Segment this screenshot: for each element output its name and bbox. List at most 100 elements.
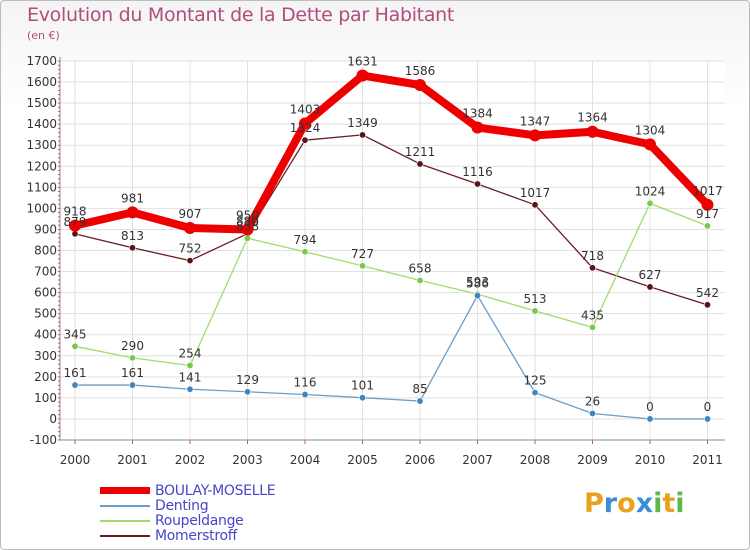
data-point-boulay-moselle: [299, 117, 311, 130]
logo-letter: r: [603, 488, 618, 519]
data-point-momerstroff: [646, 283, 654, 291]
logo-letter: t: [662, 488, 676, 519]
data-label: 345: [64, 327, 87, 341]
y-tick-label: 1700: [26, 54, 57, 68]
data-point-roupeldange: [244, 234, 252, 242]
data-point-momerstroff: [129, 244, 137, 252]
data-point-roupeldange: [588, 323, 596, 331]
legend-label: Momerstroff: [155, 528, 238, 544]
data-label: 1384: [462, 107, 493, 121]
data-point-boulay-moselle: [126, 206, 139, 219]
data-label: 116: [294, 376, 317, 390]
data-label: 26: [585, 394, 600, 408]
y-tick-label: 600: [34, 286, 57, 300]
data-point-denting: [129, 381, 137, 389]
data-label: 1116: [462, 165, 493, 179]
y-tick-label: 500: [34, 307, 57, 321]
data-point-momerstroff: [703, 301, 711, 309]
data-point-boulay-moselle: [644, 138, 656, 151]
x-tick-label: 2002: [175, 453, 206, 467]
x-tick-label: 2005: [347, 453, 378, 467]
data-label: 950: [236, 208, 259, 222]
data-label: 125: [524, 374, 547, 388]
data-point-momerstroff: [358, 131, 366, 139]
data-label: 1364: [577, 111, 608, 125]
data-point-roupeldange: [186, 361, 194, 369]
data-label: 752: [179, 242, 202, 256]
y-tick-label: 1600: [26, 75, 57, 89]
y-tick-label: 100: [34, 391, 57, 405]
data-point-momerstroff: [588, 264, 596, 272]
data-label: 435: [581, 308, 604, 322]
data-point-denting: [473, 292, 481, 300]
data-point-roupeldange: [301, 248, 309, 256]
data-point-boulay-moselle: [701, 198, 714, 211]
data-label: 141: [179, 370, 202, 384]
x-tick-label: 2011: [692, 453, 723, 467]
data-label: 129: [236, 373, 259, 387]
data-point-roupeldange: [71, 342, 79, 350]
data-label: 593: [466, 275, 489, 289]
data-label: 290: [121, 339, 144, 353]
data-point-boulay-moselle: [471, 121, 484, 134]
data-point-roupeldange: [646, 199, 654, 207]
data-label: 1017: [520, 186, 551, 200]
data-label: 586: [466, 277, 489, 291]
data-label: 1349: [347, 116, 378, 130]
data-label: 879: [64, 215, 87, 229]
logo-letter: o: [617, 488, 636, 519]
legend-swatch-roupeldange: [100, 520, 150, 522]
proxiti-logo: Proxiti: [584, 488, 685, 519]
data-point-roupeldange: [358, 262, 366, 270]
chart-title: Evolution du Montant de la Dette par Hab…: [27, 4, 455, 26]
grid-layer: [60, 60, 725, 441]
data-point-boulay-moselle: [241, 223, 254, 236]
legend-swatch-boulay-moselle: [100, 487, 150, 494]
data-label: 0: [646, 400, 654, 414]
data-point-denting: [186, 385, 194, 393]
x-tick-label: 2003: [232, 453, 263, 467]
y-tick-label: 300: [34, 349, 57, 363]
data-label: 1304: [635, 123, 666, 137]
y-tick-label: 1100: [26, 180, 57, 194]
data-point-denting: [416, 397, 424, 405]
data-point-momerstroff: [416, 160, 424, 168]
data-point-denting: [703, 415, 711, 423]
data-label: 658: [409, 261, 432, 275]
legend-swatch-denting: [100, 505, 150, 507]
data-label: 101: [351, 379, 374, 393]
data-label: 917: [696, 207, 719, 221]
data-label: 627: [639, 268, 662, 282]
y-tick-label: 1400: [26, 117, 57, 131]
legend-label: Roupeldange: [155, 513, 244, 529]
data-point-roupeldange: [531, 307, 539, 315]
data-point-denting: [588, 409, 596, 417]
data-label: 1017: [692, 184, 723, 198]
data-point-boulay-moselle: [356, 69, 369, 82]
data-point-roupeldange: [129, 354, 137, 362]
data-label: 918: [64, 205, 87, 219]
x-tick-label: 2004: [290, 453, 321, 467]
data-label: 161: [64, 366, 87, 380]
data-label: 85: [412, 382, 427, 396]
data-label: 981: [121, 191, 144, 205]
data-point-boulay-moselle: [414, 79, 426, 92]
axis-layer: -100010020030040050060070080090010001100…: [26, 54, 725, 467]
data-point-momerstroff: [531, 201, 539, 209]
data-label: 718: [581, 249, 604, 263]
x-tick-label: 2000: [60, 453, 91, 467]
x-tick-label: 2007: [462, 453, 493, 467]
x-tick-label: 2006: [405, 453, 436, 467]
x-tick-label: 2001: [117, 453, 148, 467]
y-tick-label: 700: [34, 265, 57, 279]
data-label: 858: [236, 219, 259, 233]
data-label-layer: 879 813 752 880 1324 1349 1211 1116 1017 718 627 54…: [64, 55, 723, 414]
x-tick-label: 2008: [520, 453, 551, 467]
x-tick-label: 2010: [635, 453, 666, 467]
data-label: 727: [351, 247, 374, 261]
data-label: 0: [704, 400, 712, 414]
data-point-denting: [646, 415, 654, 423]
data-point-momerstroff: [301, 136, 309, 144]
data-label: 513: [524, 292, 547, 306]
